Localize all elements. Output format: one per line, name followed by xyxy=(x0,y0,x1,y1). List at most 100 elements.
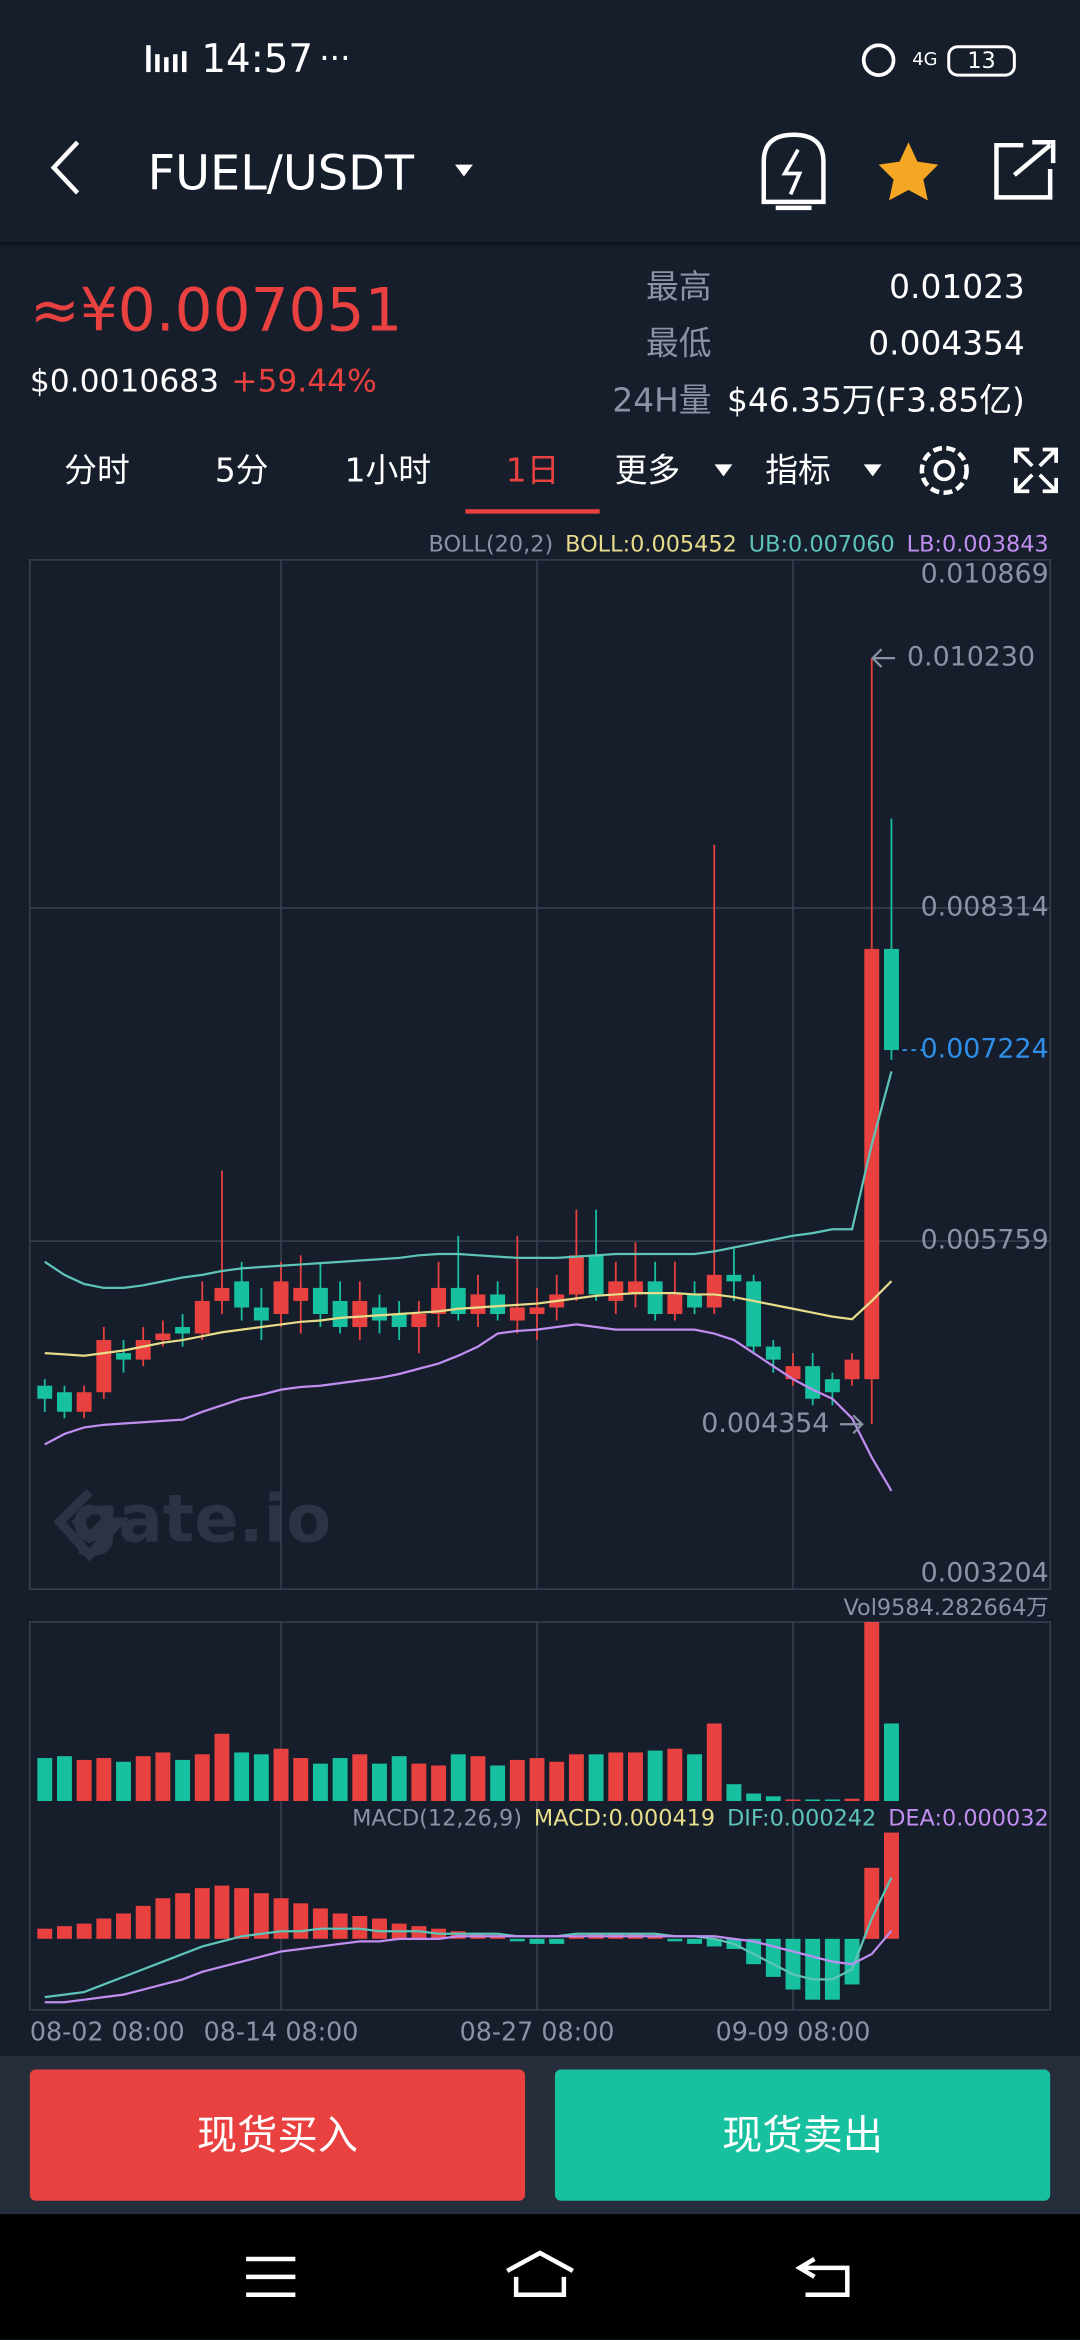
volume-bar xyxy=(391,1756,407,1801)
fullscreen-button[interactable] xyxy=(1013,447,1058,494)
y-tick-label: 0.010869 xyxy=(921,558,1049,589)
volume-bar xyxy=(647,1750,663,1801)
macd-bar xyxy=(785,1938,801,1990)
macd-bar xyxy=(253,1893,269,1939)
macd-bar xyxy=(647,1936,663,1939)
candle-body xyxy=(844,1359,860,1380)
share-button[interactable] xyxy=(994,139,1056,200)
dif-line xyxy=(44,1876,893,1999)
volume-bar xyxy=(56,1756,72,1801)
high-marker-label: 0.010230 xyxy=(907,642,1035,673)
candle-body xyxy=(568,1255,584,1295)
macd-bar xyxy=(509,1938,525,1942)
stat-label: 24H量 xyxy=(612,381,711,419)
dea-line xyxy=(44,1929,893,2004)
boll-mid-line xyxy=(44,1280,893,1357)
candle-body xyxy=(352,1300,368,1328)
indicator-panel-frame xyxy=(29,1621,1051,2011)
macd-bar xyxy=(116,1913,131,1939)
more-dots: ··· xyxy=(319,40,350,78)
volume-bar xyxy=(568,1754,584,1801)
price-usd: $0.0010683 xyxy=(30,363,219,399)
volume-bar xyxy=(805,1799,821,1801)
tab[interactable]: 5分 xyxy=(215,451,269,489)
volume-bar xyxy=(155,1752,171,1801)
volume-bar xyxy=(883,1723,899,1801)
macd-bar xyxy=(805,1938,821,2000)
x-tick-label: 08-27 08:00 xyxy=(460,2017,615,2047)
nav-menu[interactable] xyxy=(246,2256,296,2297)
volume-bar xyxy=(431,1765,447,1801)
nav-back[interactable] xyxy=(795,2257,850,2297)
candle-body xyxy=(155,1333,171,1341)
candle-body xyxy=(431,1287,447,1314)
macd-bar xyxy=(135,1905,151,1939)
volume-bar xyxy=(746,1793,762,1801)
buy-button[interactable] xyxy=(29,2069,526,2201)
macd-bar xyxy=(549,1938,565,1944)
candle-body xyxy=(96,1340,112,1393)
alert-button[interactable] xyxy=(761,132,826,211)
volume-bar xyxy=(864,1621,880,1801)
volume-bar xyxy=(352,1754,368,1801)
price-cny: ≈¥0.007051 xyxy=(30,276,403,345)
sell-button[interactable] xyxy=(554,2069,1051,2201)
signal-icon xyxy=(155,54,160,73)
volume-bar xyxy=(135,1756,151,1801)
pair-title[interactable]: FUEL/USDT xyxy=(148,147,415,202)
stat-label: 最低 xyxy=(646,325,712,363)
volume-bar xyxy=(588,1754,604,1801)
volume-bar xyxy=(667,1748,683,1801)
candle-body xyxy=(411,1313,427,1328)
candle-body xyxy=(647,1281,663,1314)
volume-bar xyxy=(687,1754,702,1801)
y-tick-label: 0.003204 xyxy=(921,1558,1049,1589)
tab[interactable]: 分时 xyxy=(64,451,130,489)
tab[interactable]: 1小时 xyxy=(345,451,431,489)
settings-button[interactable] xyxy=(919,445,969,496)
indicator-label: MACD(12,26,9) xyxy=(352,1805,522,1831)
favorite-button[interactable] xyxy=(878,142,939,201)
volume-bar xyxy=(549,1761,565,1801)
nav-home[interactable] xyxy=(506,2250,574,2297)
ticker: ≈¥0.007051 $0.0010683 +59.44% 最高 0.01023… xyxy=(30,268,1025,419)
x-tick-label: 08-02 08:00 xyxy=(30,2017,185,2047)
volume-bar xyxy=(628,1752,643,1801)
stat-value: 0.01023 xyxy=(889,268,1025,306)
volume-bar xyxy=(273,1748,289,1801)
back-button[interactable] xyxy=(50,140,80,195)
macd-bar xyxy=(883,1832,899,1939)
candle-body xyxy=(588,1255,604,1295)
tab-active[interactable]: 1日 xyxy=(506,451,560,489)
candle-body xyxy=(608,1281,624,1301)
indicator-label: MACD:0.000419 xyxy=(534,1805,715,1831)
volume-bar xyxy=(490,1765,506,1801)
volume-bar xyxy=(608,1752,624,1801)
candle-body xyxy=(56,1392,72,1412)
candle-body xyxy=(509,1307,525,1321)
macd-bar xyxy=(529,1938,545,1944)
macd-bar xyxy=(372,1918,387,1939)
macd-bar xyxy=(450,1931,466,1939)
candle-body xyxy=(470,1294,486,1314)
candle-body xyxy=(214,1287,230,1301)
divider xyxy=(0,242,1080,246)
tab[interactable]: 指标 xyxy=(765,451,831,489)
macd-bar xyxy=(155,1898,171,1939)
tab[interactable]: 更多 xyxy=(615,451,681,489)
indicator-label: UB:0.007060 xyxy=(749,531,895,557)
volume-bar xyxy=(372,1763,387,1801)
candle-body xyxy=(76,1392,92,1412)
candle-body xyxy=(116,1353,131,1360)
pair-dropdown[interactable] xyxy=(454,164,473,177)
volume-bar xyxy=(312,1763,328,1801)
candle-body xyxy=(175,1327,191,1334)
alarm-icon xyxy=(861,43,896,77)
candle-body xyxy=(883,948,899,1051)
macd-bar xyxy=(352,1916,368,1939)
volume-bar xyxy=(253,1754,269,1801)
candle-body xyxy=(391,1313,407,1328)
macd-bar xyxy=(273,1898,289,1939)
